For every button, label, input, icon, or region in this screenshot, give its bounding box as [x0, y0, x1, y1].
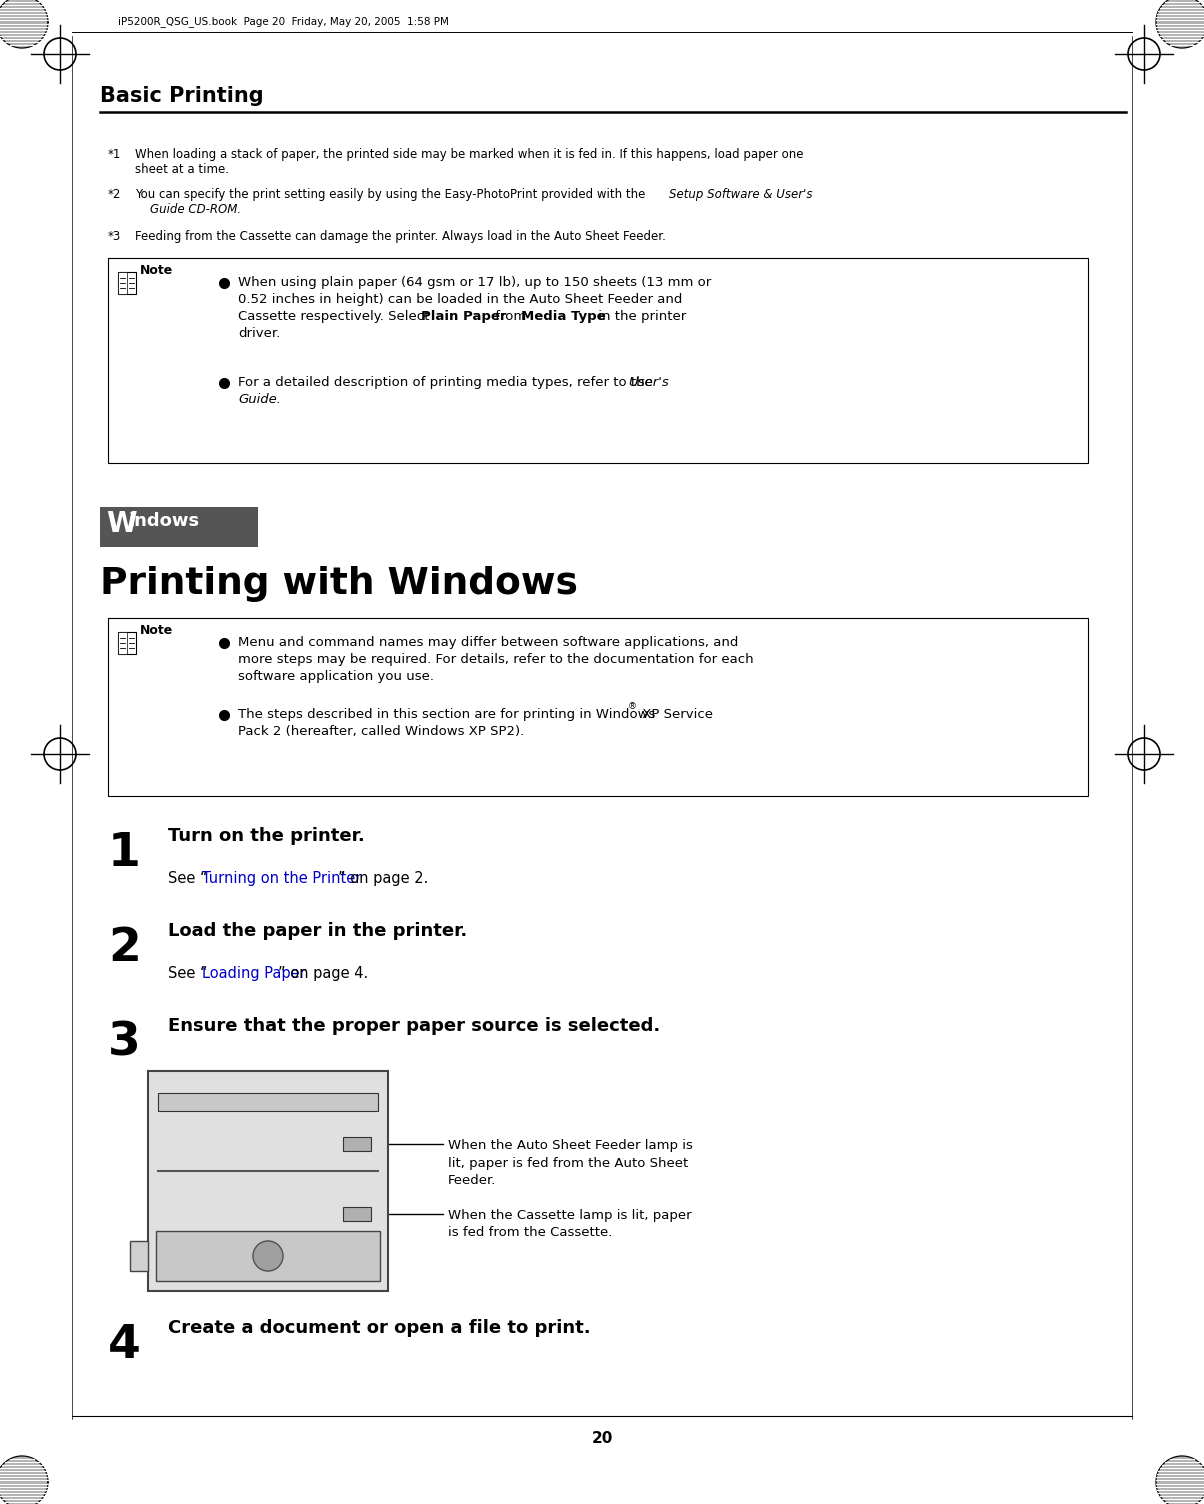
Text: driver.: driver.	[238, 326, 281, 340]
Text: User's: User's	[628, 376, 668, 390]
Text: See “: See “	[169, 966, 207, 981]
Text: When the Cassette lamp is lit, paper
is fed from the Cassette.: When the Cassette lamp is lit, paper is …	[448, 1209, 691, 1239]
Text: from: from	[491, 310, 531, 323]
Text: *2: *2	[108, 188, 122, 202]
Text: 3: 3	[108, 1021, 141, 1066]
Text: 20: 20	[591, 1430, 613, 1445]
Text: W: W	[106, 510, 136, 538]
Bar	[343, 1137, 371, 1151]
Polygon shape	[0, 0, 48, 48]
Text: See “: See “	[169, 871, 207, 886]
Text: Load the paper in the printer.: Load the paper in the printer.	[169, 922, 467, 940]
Text: Note: Note	[140, 265, 173, 277]
Text: Loading Paper: Loading Paper	[202, 966, 306, 981]
Text: *1: *1	[108, 147, 122, 161]
Text: Pack 2 (hereafter, called Windows XP SP2).: Pack 2 (hereafter, called Windows XP SP2…	[238, 725, 524, 738]
Text: ” on page 2.: ” on page 2.	[338, 871, 429, 886]
Text: When the Auto Sheet Feeder lamp is
lit, paper is fed from the Auto Sheet
Feeder.: When the Auto Sheet Feeder lamp is lit, …	[448, 1139, 692, 1187]
Bar	[158, 1093, 378, 1111]
Polygon shape	[1156, 0, 1204, 48]
Text: XP Service: XP Service	[638, 708, 713, 720]
Text: Guide.: Guide.	[238, 393, 281, 406]
Text: Plain Paper: Plain Paper	[421, 310, 507, 323]
Polygon shape	[0, 1456, 48, 1504]
Text: Feeding from the Cassette can damage the printer. Always load in the Auto Sheet : Feeding from the Cassette can damage the…	[135, 230, 666, 244]
Text: in the printer: in the printer	[594, 310, 686, 323]
Text: Note: Note	[140, 624, 173, 638]
Polygon shape	[1156, 1456, 1204, 1504]
Bar	[118, 632, 126, 654]
Text: Setup Software & User's: Setup Software & User's	[669, 188, 813, 202]
Text: 0.52 inches in height) can be loaded in the Auto Sheet Feeder and: 0.52 inches in height) can be loaded in …	[238, 293, 683, 305]
Bar	[118, 632, 136, 654]
Text: software application you use.: software application you use.	[238, 669, 433, 683]
Text: Turn on the printer.: Turn on the printer.	[169, 827, 365, 845]
Text: 2: 2	[108, 926, 141, 972]
Text: When loading a stack of paper, the printed side may be marked when it is fed in.: When loading a stack of paper, the print…	[135, 147, 803, 161]
Text: more steps may be required. For details, refer to the documentation for each: more steps may be required. For details,…	[238, 653, 754, 666]
Text: Ensure that the proper paper source is selected.: Ensure that the proper paper source is s…	[169, 1017, 660, 1035]
Bar	[343, 1208, 371, 1221]
Text: Basic Printing: Basic Printing	[100, 86, 264, 105]
Text: You can specify the print setting easily by using the Easy-PhotoPrint provided w: You can specify the print setting easily…	[135, 188, 649, 202]
Bar	[118, 272, 126, 293]
Text: indows: indows	[128, 511, 199, 529]
Text: iP5200R_QSG_US.book  Page 20  Friday, May 20, 2005  1:58 PM: iP5200R_QSG_US.book Page 20 Friday, May …	[118, 17, 449, 27]
Bar	[157, 1230, 380, 1281]
Bar	[108, 259, 1088, 463]
Text: For a detailed description of printing media types, refer to the: For a detailed description of printing m…	[238, 376, 657, 390]
Text: Create a document or open a file to print.: Create a document or open a file to prin…	[169, 1319, 591, 1337]
Text: Turning on the Printer: Turning on the Printer	[202, 871, 361, 886]
Text: *3: *3	[108, 230, 122, 244]
Bar	[118, 272, 136, 293]
Text: Menu and command names may differ between software applications, and: Menu and command names may differ betwee…	[238, 636, 738, 650]
Text: Guide CD-ROM.: Guide CD-ROM.	[135, 203, 241, 217]
Text: The steps described in this section are for printing in Windows: The steps described in this section are …	[238, 708, 655, 720]
Text: Cassette respectively. Select: Cassette respectively. Select	[238, 310, 433, 323]
Text: ®: ®	[628, 702, 637, 711]
Text: ” on page 4.: ” on page 4.	[278, 966, 368, 981]
Circle shape	[253, 1241, 283, 1271]
Text: 1: 1	[108, 832, 141, 875]
Text: Printing with Windows: Printing with Windows	[100, 566, 578, 602]
Bar	[108, 618, 1088, 796]
Bar	[130, 1241, 148, 1271]
Text: 4: 4	[108, 1324, 141, 1369]
Text: Media Type: Media Type	[521, 310, 606, 323]
Text: When using plain paper (64 gsm or 17 lb), up to 150 sheets (13 mm or: When using plain paper (64 gsm or 17 lb)…	[238, 277, 712, 289]
Bar	[100, 507, 258, 547]
Text: sheet at a time.: sheet at a time.	[135, 162, 229, 176]
Bar	[148, 1071, 388, 1290]
